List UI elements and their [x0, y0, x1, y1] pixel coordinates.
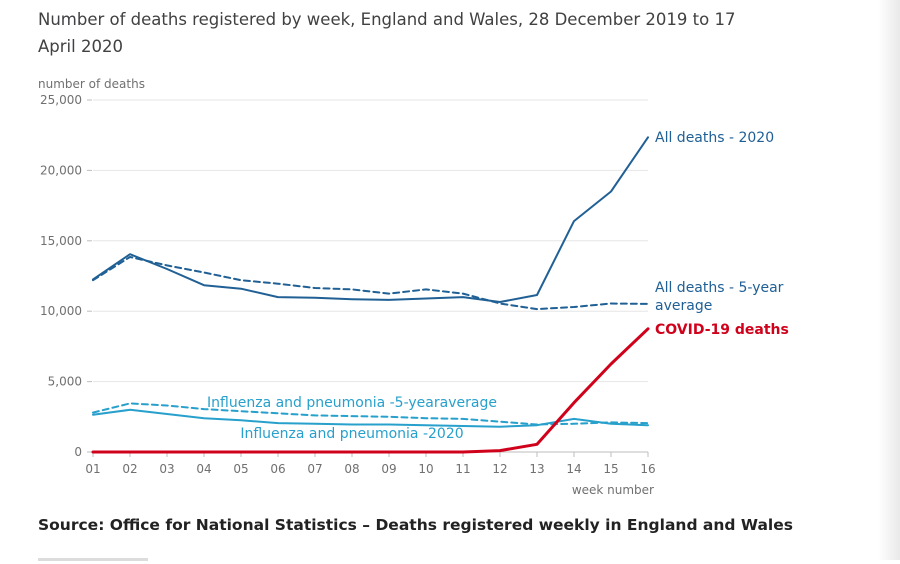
y-tick-label: 20,000: [40, 163, 82, 177]
x-tick-label: 06: [270, 462, 285, 476]
x-tick-label: 10: [418, 462, 433, 476]
x-tick-label: 15: [603, 462, 618, 476]
series-label-line: Influenza and pneumonia -5-yearaverage: [207, 395, 497, 411]
x-axis-label: week number: [572, 483, 654, 497]
series-label-line: average: [655, 298, 712, 314]
x-tick-label: 13: [529, 462, 544, 476]
source-note: Source: Office for National Statistics –…: [38, 516, 793, 534]
x-tick-label: 14: [566, 462, 581, 476]
y-tick-label: 0: [74, 445, 82, 459]
y-tick-label: 10,000: [40, 304, 82, 318]
series-label: Influenza and pneumonia -5-yearaverage: [207, 395, 497, 411]
line-chart: number of deaths 0 5,000 10,000 15,000 20,000…: [38, 77, 789, 497]
x-tick-label: 09: [381, 462, 396, 476]
x-tick-label: 08: [344, 462, 359, 476]
series-label: All deaths - 5-year average: [655, 280, 784, 314]
series-label-line: All deaths - 5-year: [655, 280, 784, 296]
y-tick-label: 15,000: [40, 234, 82, 248]
x-tick-label: 12: [492, 462, 507, 476]
series-line-covid-19-deaths: [91, 327, 650, 454]
series-line-all-deaths-5-year-average: [92, 256, 649, 311]
series-label: Influenza and pneumonia -2020: [240, 426, 463, 442]
x-tick-label: 05: [233, 462, 248, 476]
chart-title: Number of deaths registered by week, Eng…: [38, 10, 736, 56]
series-label-line: All deaths - 2020: [655, 130, 774, 146]
x-tick-label: 04: [196, 462, 211, 476]
y-tick-label: 25,000: [40, 93, 82, 107]
window-edge-shadow: [878, 0, 900, 560]
series-label: COVID-19 deaths: [655, 322, 789, 338]
series-line-all-deaths-2020: [92, 136, 649, 303]
x-tick-label: 11: [455, 462, 470, 476]
series-label-line: COVID-19 deaths: [655, 322, 789, 338]
y-tick-label: 5,000: [48, 375, 82, 389]
series-label-line: Influenza and pneumonia -2020: [240, 426, 463, 442]
y-axis-label: number of deaths: [38, 77, 145, 91]
series-label: All deaths - 2020: [655, 130, 774, 146]
x-tick-label: 03: [159, 462, 174, 476]
x-tick-label: 02: [122, 462, 137, 476]
x-tick-label: 16: [640, 462, 655, 476]
cutoff-text-fragment: [38, 550, 158, 564]
x-tick-label: 07: [307, 462, 322, 476]
x-tick-label: 01: [85, 462, 100, 476]
